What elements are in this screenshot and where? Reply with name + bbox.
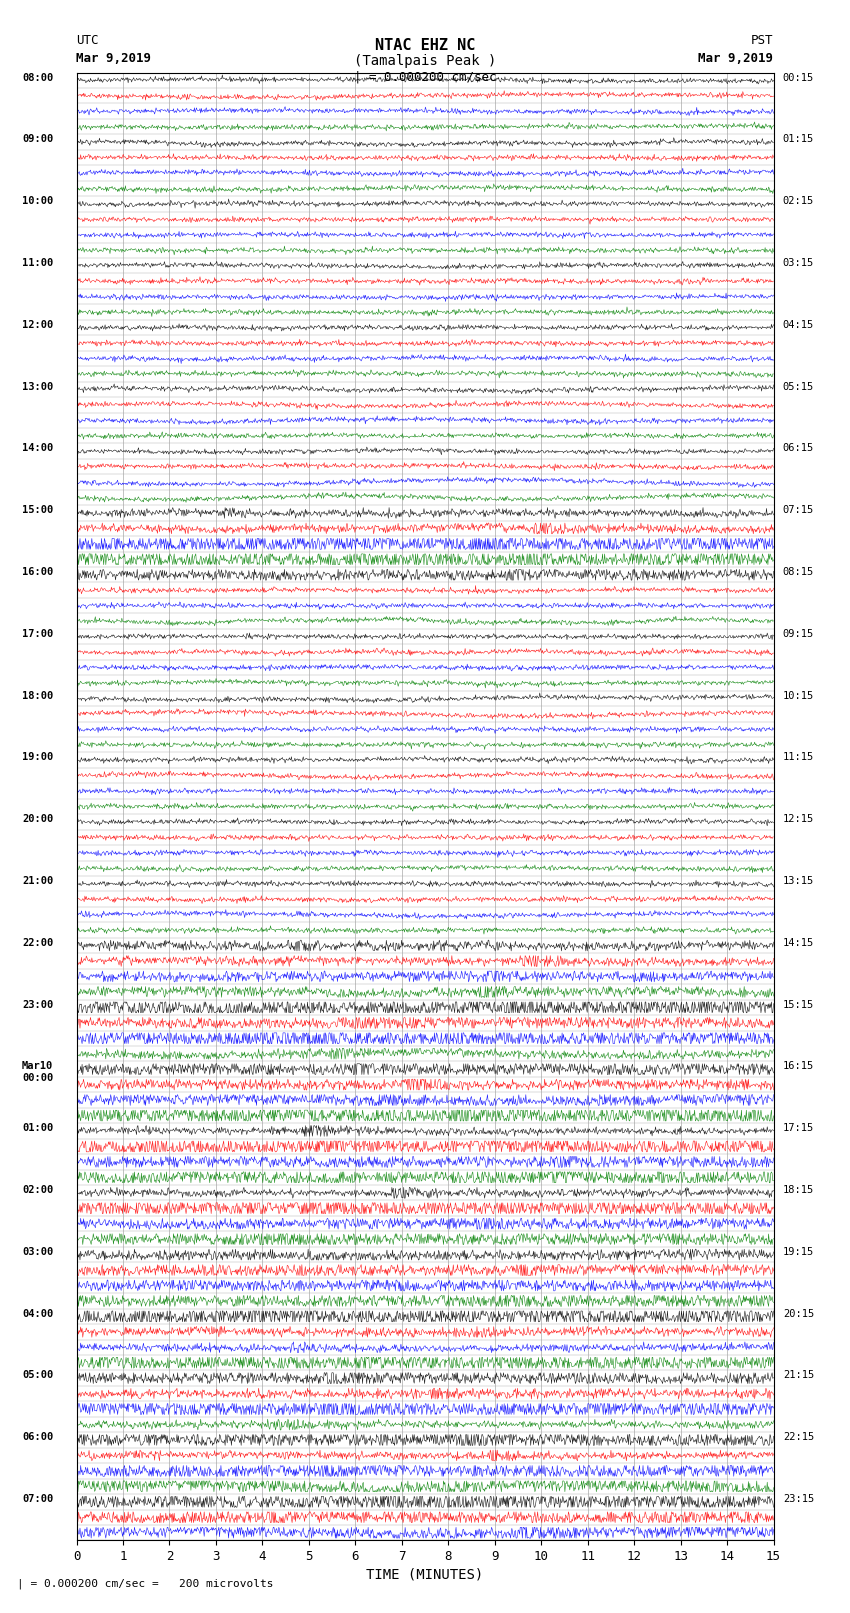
Text: 18:15: 18:15 <box>783 1186 814 1195</box>
Text: Mar10
00:00: Mar10 00:00 <box>22 1061 54 1082</box>
Text: 20:00: 20:00 <box>22 815 54 824</box>
Text: 21:00: 21:00 <box>22 876 54 886</box>
Text: 02:15: 02:15 <box>783 197 814 206</box>
Text: (Tamalpais Peak ): (Tamalpais Peak ) <box>354 55 496 68</box>
Text: 10:15: 10:15 <box>783 690 814 700</box>
Text: | = 0.000200 cm/sec: | = 0.000200 cm/sec <box>354 71 496 84</box>
Text: | = 0.000200 cm/sec =   200 microvolts: | = 0.000200 cm/sec = 200 microvolts <box>17 1579 274 1589</box>
Text: 22:00: 22:00 <box>22 937 54 948</box>
Text: PST: PST <box>751 34 774 47</box>
Text: 08:00: 08:00 <box>22 73 54 82</box>
Text: 20:15: 20:15 <box>783 1308 814 1319</box>
Text: 21:15: 21:15 <box>783 1371 814 1381</box>
Text: 23:15: 23:15 <box>783 1494 814 1503</box>
Text: 15:00: 15:00 <box>22 505 54 515</box>
Text: 00:15: 00:15 <box>783 73 814 82</box>
Text: 12:00: 12:00 <box>22 319 54 329</box>
Text: 16:15: 16:15 <box>783 1061 814 1071</box>
Text: 15:15: 15:15 <box>783 1000 814 1010</box>
X-axis label: TIME (MINUTES): TIME (MINUTES) <box>366 1568 484 1581</box>
Text: 01:00: 01:00 <box>22 1123 54 1134</box>
Text: 14:15: 14:15 <box>783 937 814 948</box>
Text: 07:15: 07:15 <box>783 505 814 515</box>
Text: 10:00: 10:00 <box>22 197 54 206</box>
Text: 05:00: 05:00 <box>22 1371 54 1381</box>
Text: 18:00: 18:00 <box>22 690 54 700</box>
Text: NTAC EHZ NC: NTAC EHZ NC <box>375 37 475 53</box>
Text: 02:00: 02:00 <box>22 1186 54 1195</box>
Text: 17:15: 17:15 <box>783 1123 814 1134</box>
Text: 01:15: 01:15 <box>783 134 814 145</box>
Text: 04:15: 04:15 <box>783 319 814 329</box>
Text: 09:00: 09:00 <box>22 134 54 145</box>
Text: 17:00: 17:00 <box>22 629 54 639</box>
Text: 13:00: 13:00 <box>22 382 54 392</box>
Text: 11:00: 11:00 <box>22 258 54 268</box>
Text: 19:15: 19:15 <box>783 1247 814 1257</box>
Text: 05:15: 05:15 <box>783 382 814 392</box>
Text: 03:00: 03:00 <box>22 1247 54 1257</box>
Text: 06:00: 06:00 <box>22 1432 54 1442</box>
Text: 08:15: 08:15 <box>783 568 814 577</box>
Text: 16:00: 16:00 <box>22 568 54 577</box>
Text: Mar 9,2019: Mar 9,2019 <box>76 52 151 65</box>
Text: 19:00: 19:00 <box>22 752 54 763</box>
Text: 12:15: 12:15 <box>783 815 814 824</box>
Text: 14:00: 14:00 <box>22 444 54 453</box>
Text: 06:15: 06:15 <box>783 444 814 453</box>
Text: 11:15: 11:15 <box>783 752 814 763</box>
Text: UTC: UTC <box>76 34 99 47</box>
Text: 22:15: 22:15 <box>783 1432 814 1442</box>
Text: 13:15: 13:15 <box>783 876 814 886</box>
Text: Mar 9,2019: Mar 9,2019 <box>699 52 774 65</box>
Text: 09:15: 09:15 <box>783 629 814 639</box>
Text: 23:00: 23:00 <box>22 1000 54 1010</box>
Text: 07:00: 07:00 <box>22 1494 54 1503</box>
Text: 03:15: 03:15 <box>783 258 814 268</box>
Text: 04:00: 04:00 <box>22 1308 54 1319</box>
